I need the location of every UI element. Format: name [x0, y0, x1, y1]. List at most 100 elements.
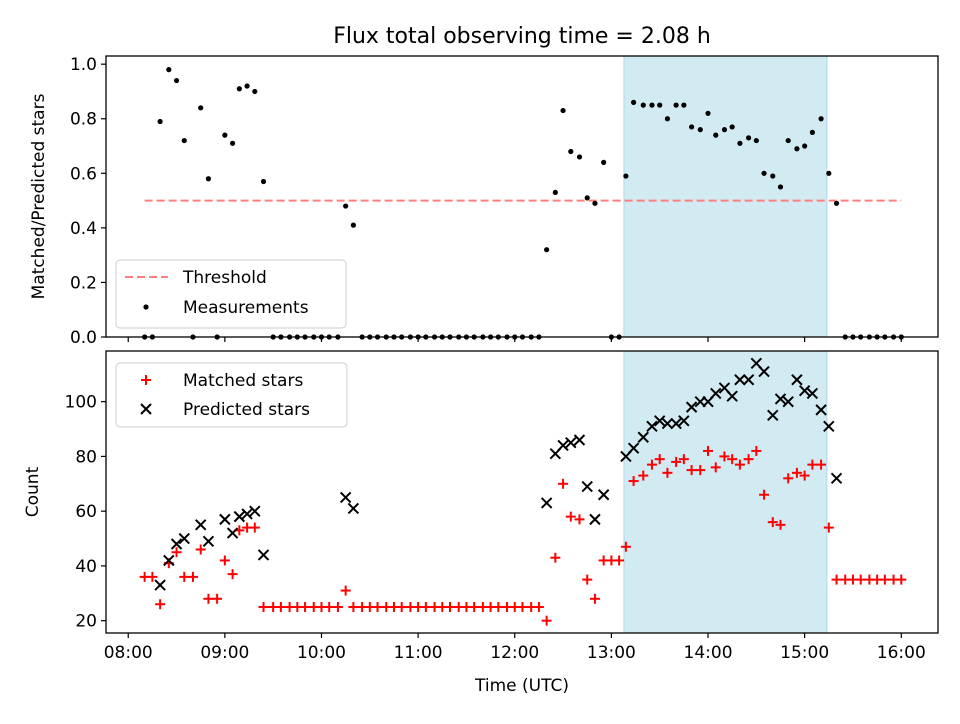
- measurement-point: [826, 170, 832, 176]
- ratio-y-label: Matched/Predicted stars: [29, 93, 49, 299]
- matched-point: [816, 459, 827, 470]
- y-tick-label: 100: [65, 393, 97, 413]
- matched-point: [710, 462, 721, 473]
- measurement-point: [343, 203, 349, 209]
- matched-point: [147, 571, 158, 582]
- ratio-legend: Threshold Measurements: [115, 259, 347, 329]
- matched-point: [734, 459, 745, 470]
- matched-point: [807, 459, 818, 470]
- ratio-legend-box: [115, 259, 347, 329]
- matched-point: [179, 571, 190, 582]
- measurement-point: [729, 124, 735, 130]
- predicted-point: [233, 510, 246, 523]
- matched-point: [654, 454, 665, 465]
- matched-point: [493, 601, 504, 612]
- matched-point: [589, 593, 600, 604]
- matched-point: [396, 601, 407, 612]
- measurement-point: [777, 184, 784, 190]
- measurement-point: [560, 107, 566, 114]
- matched-point: [300, 601, 311, 612]
- matched-point: [533, 601, 544, 612]
- x-tick-label: 12:00: [490, 643, 539, 663]
- matched-point: [614, 555, 625, 566]
- matched-point: [678, 454, 689, 465]
- matched-point: [203, 593, 214, 604]
- matched-point: [799, 470, 810, 481]
- y-tick-label: 1.0: [70, 55, 97, 75]
- measurement-point: [809, 129, 815, 135]
- measurement-point: [601, 159, 607, 165]
- matched-point: [791, 467, 802, 478]
- predicted-point: [774, 393, 787, 405]
- matched-point: [469, 601, 480, 612]
- matched-point: [420, 601, 431, 612]
- predicted-point: [257, 549, 270, 561]
- x-tick-label: 16:00: [877, 643, 926, 663]
- count-axes-frame: [105, 350, 939, 634]
- matched-point: [212, 593, 223, 604]
- predicted-point: [661, 417, 674, 430]
- x-tick-label: 10:00: [297, 643, 346, 663]
- predicted-point: [726, 390, 738, 402]
- matched-point: [727, 454, 738, 465]
- predicted-point: [798, 384, 811, 397]
- x-tick-label: 11:00: [394, 643, 443, 663]
- matched-point: [831, 574, 842, 585]
- count-highlight-span: [623, 350, 828, 634]
- matched-point: [662, 467, 673, 478]
- predicted-point: [347, 502, 360, 515]
- measurement-point: [584, 195, 590, 201]
- measurement-point: [260, 178, 267, 185]
- y-tick-label: 0.2: [70, 273, 97, 293]
- measurement-point: [166, 67, 172, 73]
- measurement-point: [657, 102, 663, 108]
- count-y-ticks: 20 40 60 80 100: [65, 393, 106, 632]
- predicted-point: [170, 538, 183, 550]
- measurement-point: [631, 99, 637, 105]
- ratio-highlight-span: [623, 55, 828, 338]
- predicted-point: [815, 404, 827, 416]
- y-tick-label: 40: [75, 557, 97, 577]
- measurement-point: [737, 140, 743, 146]
- count-x-ticks: 08:00 09:00 10:00 11:00 12:00 13:00 14:00 15:00…: [104, 633, 926, 663]
- matched-point: [767, 517, 778, 528]
- predicted-point: [573, 434, 586, 446]
- matched-point: [719, 451, 730, 462]
- measurement-point: [746, 135, 752, 141]
- measurement-point: [544, 247, 550, 253]
- y-tick-label: 0.0: [70, 328, 97, 348]
- predicted-point: [249, 505, 261, 517]
- measurement-point: [697, 127, 703, 133]
- predicted-point: [710, 387, 722, 400]
- measurement-point: [833, 200, 840, 206]
- predicted-point: [646, 420, 658, 432]
- legend-predicted-swatch: [140, 403, 152, 415]
- measurement-point: [802, 143, 808, 149]
- legend-measurements-label: Measurements: [183, 298, 309, 318]
- predicted-points: [154, 357, 843, 591]
- measurement-point: [753, 137, 759, 144]
- matched-point: [775, 519, 786, 530]
- x-axis-label: Time (UTC): [474, 676, 569, 696]
- measurement-point: [818, 116, 824, 122]
- measurement-point: [236, 86, 242, 92]
- predicted-point: [226, 527, 239, 539]
- matched-point: [646, 459, 657, 470]
- legend-predicted-label: Predicted stars: [183, 400, 310, 420]
- predicted-point: [241, 508, 253, 520]
- matched-point: [671, 456, 682, 467]
- measurement-point: [592, 200, 598, 206]
- y-tick-label: 0.6: [70, 164, 97, 184]
- measurement-point: [649, 102, 655, 108]
- predicted-point: [565, 437, 577, 449]
- predicted-point: [557, 439, 569, 452]
- measurement-point: [761, 170, 767, 176]
- matched-point: [155, 599, 166, 610]
- matched-point: [348, 601, 359, 612]
- matched-point: [195, 544, 206, 555]
- predicted-point: [540, 497, 553, 509]
- measurement-points: [142, 67, 904, 340]
- measurement-point: [623, 173, 629, 179]
- matched-point: [219, 555, 230, 566]
- ratio-panel: 0.0 0.2 0.4 0.6 0.8 1.0 Matched/Predicted sta…: [29, 55, 939, 348]
